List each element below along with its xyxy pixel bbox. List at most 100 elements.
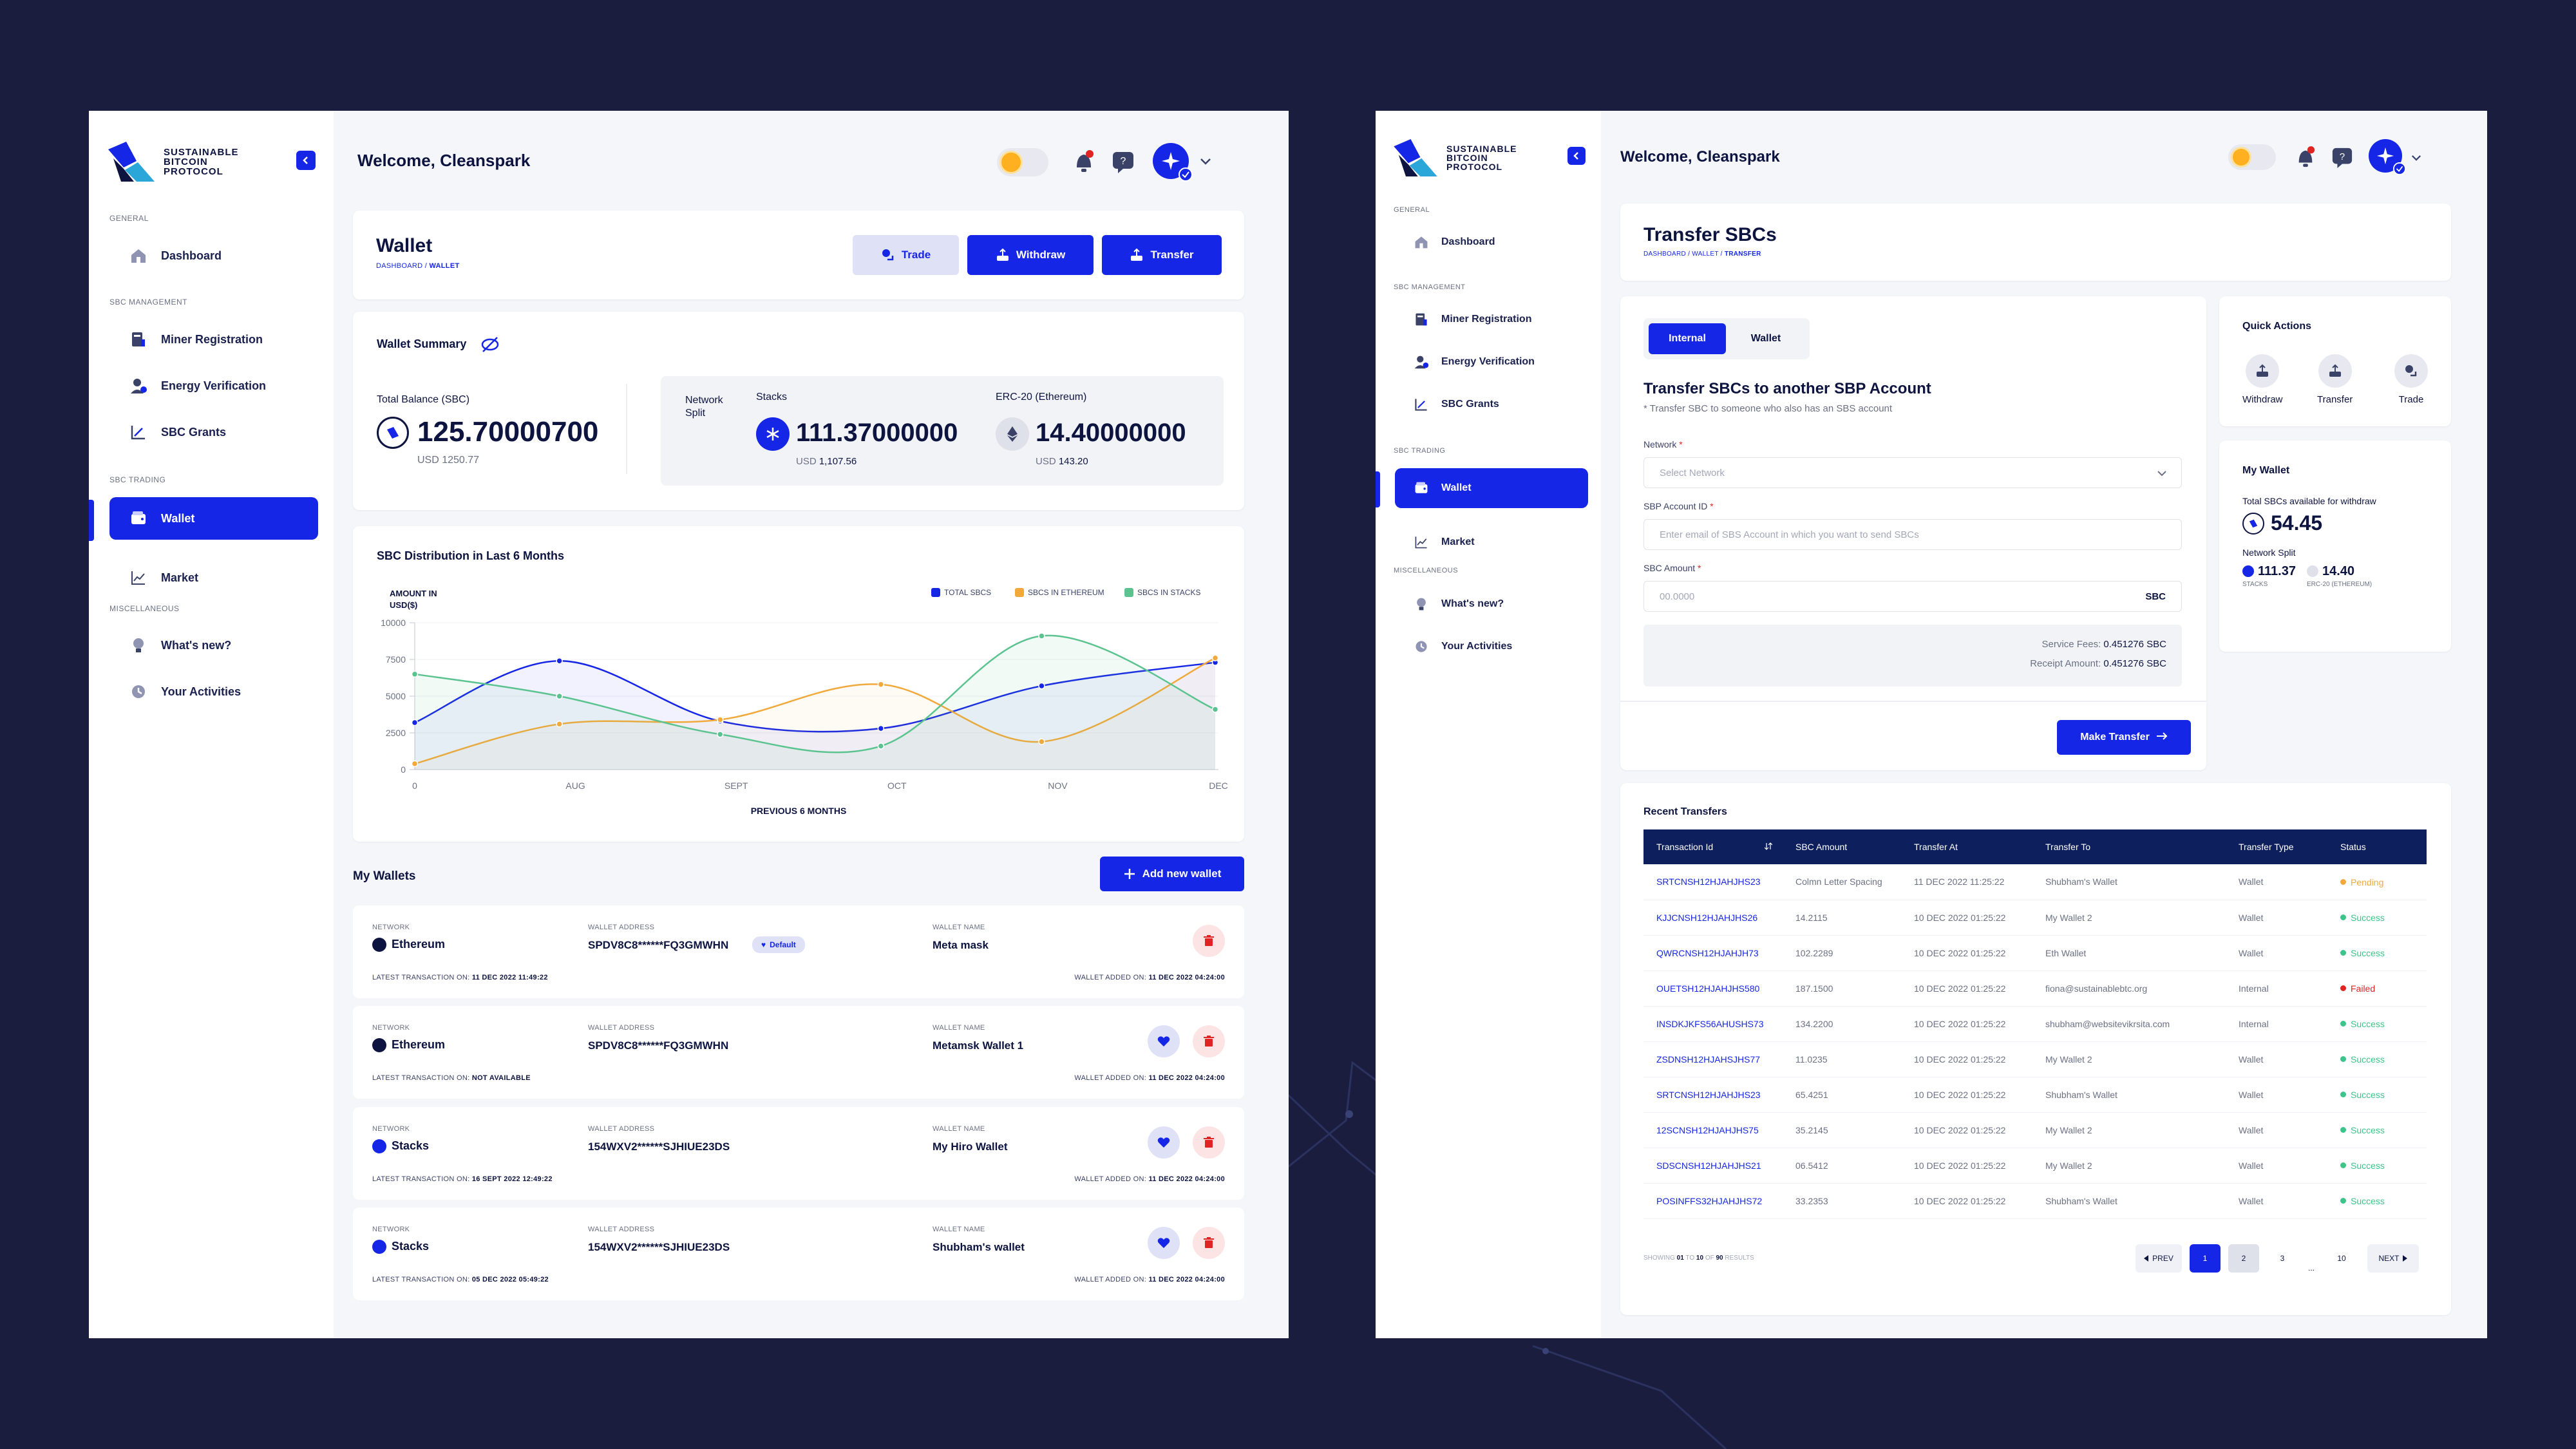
table-row[interactable]: SRTCNSH12HJAHJHS23 Colmn Letter Spacing 11… [1643, 864, 2427, 900]
page-10-button[interactable]: 10 [2326, 1244, 2357, 1273]
chevron-down-icon[interactable] [2411, 153, 2421, 165]
sidebar-item-market[interactable]: Market [128, 562, 308, 594]
transaction-id[interactable]: INSDKJKFS56AHUSHS73 [1643, 1006, 1783, 1042]
transaction-id[interactable]: POSINFFS32HJAHJHS72 [1643, 1183, 1783, 1219]
data-point[interactable] [556, 721, 563, 728]
set-default-button[interactable] [1148, 1025, 1180, 1057]
transaction-id[interactable]: 12SCNSH12HJAHJHS75 [1643, 1112, 1783, 1148]
table-row[interactable]: SRTCNSH12HJAHJHS23 65.4251 10 DEC 2022 01:… [1643, 1077, 2427, 1113]
breadcrumb-wallet[interactable]: WALLET [1692, 251, 1719, 258]
page-2-button[interactable]: 2 [2228, 1244, 2259, 1273]
sidebar-item-sbc-grants[interactable]: SBC Grants [1412, 390, 1579, 419]
sidebar-item-dashboard[interactable]: Dashboard [1412, 228, 1579, 256]
sidebar-item-sbc-grants[interactable]: SBC Grants [128, 416, 308, 448]
data-point[interactable] [877, 724, 885, 732]
collapse-sidebar-button[interactable] [296, 151, 316, 170]
data-point[interactable] [411, 670, 419, 678]
data-point[interactable] [556, 692, 563, 700]
data-point[interactable] [877, 743, 885, 750]
table-row[interactable]: INSDKJKFS56AHUSHS73 134.2200 10 DEC 2022 0… [1643, 1006, 2427, 1042]
data-point[interactable] [556, 658, 563, 665]
avatar[interactable] [2369, 139, 2406, 175]
col-transaction-id[interactable]: Transaction Id [1643, 829, 1783, 864]
bell-icon[interactable] [2295, 146, 2316, 173]
table-row[interactable]: OUETSH12HJAHJHS580 187.1500 10 DEC 2022 01… [1643, 971, 2427, 1007]
breadcrumb-dashboard[interactable]: DASHBOARD [1643, 251, 1687, 258]
data-point[interactable] [716, 716, 724, 723]
data-point[interactable] [1211, 706, 1219, 713]
sbc-amount-input[interactable]: 00.0000 SBC [1643, 581, 2182, 612]
sidebar-item-energy-verification[interactable]: Energy Verification [128, 370, 308, 402]
hide-balance-icon[interactable] [480, 335, 500, 357]
transaction-id[interactable]: OUETSH12HJAHJHS580 [1643, 971, 1783, 1007]
sidebar-item-whats-new[interactable]: What's new? [128, 629, 308, 661]
transaction-id[interactable]: SRTCNSH12HJAHJHS23 [1643, 864, 1783, 900]
sidebar-item-wallet[interactable]: Wallet [109, 497, 318, 540]
avatar[interactable] [1153, 143, 1193, 182]
transfer-button[interactable]: Transfer [1102, 235, 1222, 275]
transaction-id[interactable]: QWRCNSH12HJAHJH73 [1643, 935, 1783, 971]
data-point[interactable] [1038, 738, 1045, 745]
data-point[interactable] [716, 731, 724, 738]
set-default-button[interactable] [1148, 1227, 1180, 1259]
sidebar-item-dashboard[interactable]: Dashboard [128, 240, 308, 272]
delete-wallet-button[interactable] [1193, 1227, 1225, 1259]
collapse-sidebar-button[interactable] [1567, 147, 1586, 165]
delete-wallet-button[interactable] [1193, 925, 1225, 957]
transaction-id[interactable]: SDSCNSH12HJAHJHS21 [1643, 1148, 1783, 1184]
data-point[interactable] [411, 719, 419, 726]
trade-button[interactable]: Trade [853, 235, 959, 275]
theme-toggle[interactable] [997, 148, 1048, 176]
account-id-input[interactable]: Enter email of SBS Account in which you … [1643, 519, 2182, 550]
theme-toggle[interactable] [2228, 144, 2276, 170]
next-page-button[interactable]: NEXT [2367, 1244, 2419, 1273]
sidebar-item-your-activities[interactable]: Your Activities [1412, 632, 1579, 661]
table-row[interactable]: SDSCNSH12HJAHJHS21 06.5412 10 DEC 2022 01:… [1643, 1148, 2427, 1184]
delete-wallet-button[interactable] [1193, 1126, 1225, 1159]
page-3-button[interactable]: 3 [2267, 1244, 2298, 1273]
breadcrumb-dashboard[interactable]: DASHBOARD [376, 262, 423, 270]
delete-wallet-button[interactable] [1193, 1025, 1225, 1057]
data-point[interactable] [1038, 682, 1045, 690]
table-row[interactable]: 12SCNSH12HJAHJHS75 35.2145 10 DEC 2022 01:… [1643, 1112, 2427, 1148]
sidebar-item-market[interactable]: Market [1412, 528, 1579, 556]
bulb-icon [1412, 594, 1431, 614]
quick-withdraw[interactable]: Withdraw [2242, 354, 2283, 405]
tab-internal[interactable]: Internal [1649, 323, 1726, 354]
data-point[interactable] [1211, 654, 1219, 661]
table-row[interactable]: POSINFFS32HJAHJHS72 33.2353 10 DEC 2022 01… [1643, 1183, 2427, 1219]
transaction-id[interactable]: SRTCNSH12HJAHJHS23 [1643, 1077, 1783, 1113]
tab-wallet[interactable]: Wallet [1750, 333, 1781, 344]
sidebar-item-miner-registration[interactable]: Miner Registration [128, 323, 308, 355]
sbc-coin-icon [377, 417, 409, 449]
make-transfer-button[interactable]: Make Transfer [2057, 720, 2191, 755]
data-point[interactable] [877, 681, 885, 688]
sidebar-item-your-activities[interactable]: Your Activities [128, 676, 308, 708]
quick-transfer[interactable]: Transfer [2317, 354, 2353, 405]
help-chat-icon[interactable]: ? [2331, 147, 2353, 172]
transaction-id[interactable]: ZSDNSH12HJAHSJHS77 [1643, 1041, 1783, 1077]
recent-transfers-card: Recent Transfers Transaction Id SBC Amou… [1620, 783, 2451, 1315]
data-point[interactable] [1038, 632, 1045, 639]
network-select[interactable]: Select Network [1643, 457, 2182, 488]
chevron-down-icon[interactable] [1200, 157, 1211, 169]
prev-page-button[interactable]: PREV [2136, 1244, 2182, 1273]
table-row[interactable]: KJJCNSH12HJAHJHS26 14.2115 10 DEC 2022 01:… [1643, 900, 2427, 936]
sidebar-item-miner-registration[interactable]: Miner Registration [1412, 305, 1579, 334]
quick-trade[interactable]: Trade [2394, 354, 2428, 405]
withdraw-button[interactable]: Withdraw [967, 235, 1094, 275]
sidebar-item-energy-verification[interactable]: Energy Verification [1412, 348, 1579, 376]
table-row[interactable]: QWRCNSH12HJAHJH73 102.2289 10 DEC 2022 01:… [1643, 935, 2427, 971]
help-chat-icon[interactable]: ? [1112, 151, 1135, 177]
page-1-button[interactable]: 1 [2190, 1244, 2221, 1273]
sidebar-item-label: Miner Registration [161, 332, 263, 346]
data-point[interactable] [411, 760, 419, 768]
sidebar-item-whats-new[interactable]: What's new? [1412, 590, 1579, 618]
y-tick-label: 5000 [386, 691, 406, 701]
set-default-button[interactable] [1148, 1126, 1180, 1159]
table-row[interactable]: ZSDNSH12HJAHSJHS77 11.0235 10 DEC 2022 01:… [1643, 1041, 2427, 1077]
transaction-id[interactable]: KJJCNSH12HJAHJHS26 [1643, 900, 1783, 936]
sidebar-item-wallet[interactable]: Wallet [1395, 468, 1588, 508]
add-wallet-button[interactable]: Add new wallet [1100, 857, 1244, 891]
bell-icon[interactable] [1073, 149, 1095, 178]
